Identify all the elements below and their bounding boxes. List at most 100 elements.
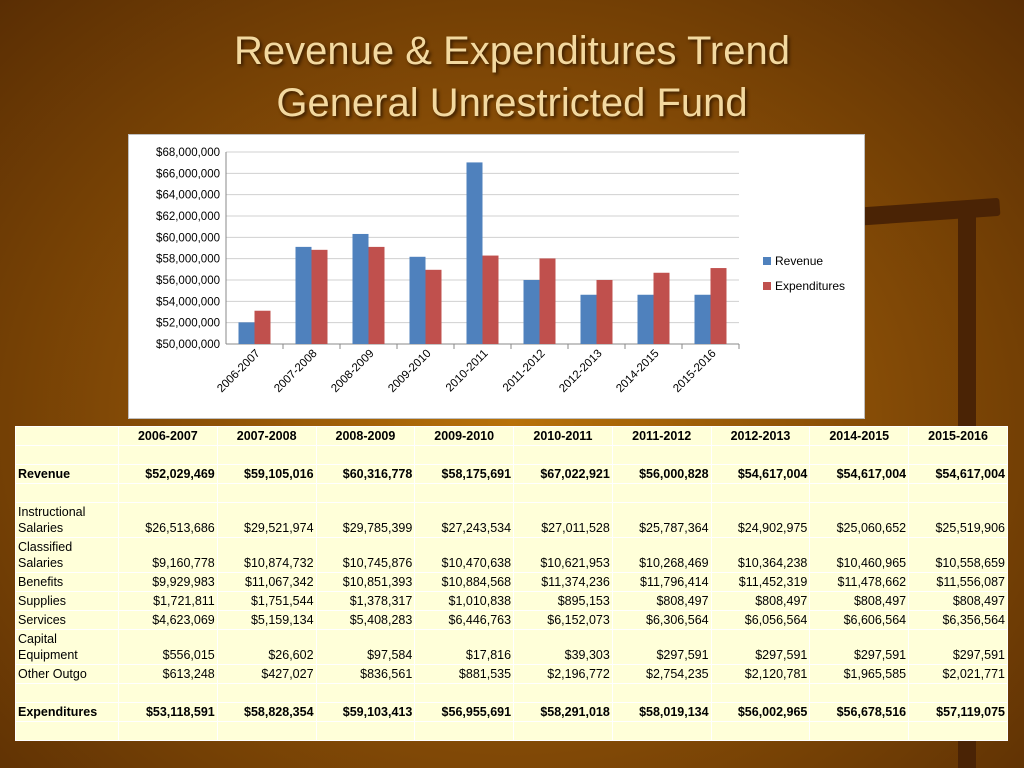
value-cell: $97,584	[315, 629, 416, 665]
empty-cell	[414, 683, 515, 703]
y-tick-label: $50,000,000	[156, 339, 220, 351]
value-cell: $10,884,568	[414, 572, 515, 592]
bar-expenditures-2014-2015	[653, 272, 670, 344]
y-tick-label: $62,000,000	[156, 211, 220, 223]
table-row: Capital Equipment $556,015 $26,602 $97,584 $…	[15, 629, 1008, 665]
value-cell: $6,606,564	[809, 610, 910, 630]
value-cell: $10,745,876	[315, 537, 416, 573]
row-label: Capital Equipment	[15, 629, 119, 665]
y-tick-label: $56,000,000	[156, 275, 220, 287]
empty-cell	[216, 683, 317, 703]
value-cell: $11,452,319	[710, 572, 811, 592]
x-tick-label: 2008-2009	[329, 348, 376, 395]
value-cell: $297,591	[908, 629, 1008, 665]
value-cell: $10,364,238	[710, 537, 811, 573]
scale-beam-decoration	[849, 197, 1001, 227]
column-header: 2009-2010	[414, 426, 515, 446]
x-tick-label: 2009-2010	[386, 348, 433, 395]
value-cell: $58,291,018	[513, 702, 613, 722]
value-cell: $54,617,004	[809, 464, 910, 484]
value-cell: $895,153	[513, 591, 613, 611]
column-header: 2008-2009	[315, 426, 416, 446]
y-tick-label: $64,000,000	[156, 190, 220, 202]
empty-cell	[513, 445, 613, 465]
empty-cell	[611, 445, 712, 465]
table-row: Services $4,623,069 $5,159,134 $5,408,283 $6…	[15, 610, 1008, 630]
empty-cell	[908, 483, 1008, 503]
x-tick-label: 2012-2013	[557, 348, 604, 395]
empty-cell	[414, 483, 515, 503]
value-cell: $881,535	[414, 664, 515, 684]
empty-cell	[15, 683, 119, 703]
spacer-row	[15, 445, 1008, 465]
value-cell: $556,015	[118, 629, 218, 665]
value-cell: $808,497	[611, 591, 712, 611]
table-row: Instructional Salaries $26,513,686 $29,521…	[15, 502, 1008, 538]
value-cell: $10,874,732	[216, 537, 317, 573]
row-label: Supplies	[15, 591, 119, 611]
expenditures-row: Expenditures $53,118,591 $58,828,354 $59,10…	[15, 702, 1008, 722]
x-tick-label: 2015-2016	[671, 348, 718, 395]
value-cell: $59,105,016	[216, 464, 317, 484]
y-tick-label: $58,000,000	[156, 254, 220, 266]
column-header: 2012-2013	[710, 426, 811, 446]
bar-expenditures-2009-2010	[425, 269, 442, 344]
column-header: 2010-2011	[513, 426, 613, 446]
empty-cell	[118, 445, 218, 465]
y-tick-label: $68,000,000	[156, 147, 220, 159]
value-cell: $5,408,283	[315, 610, 416, 630]
empty-cell	[908, 721, 1008, 741]
column-header: 2015-2016	[908, 426, 1008, 446]
value-cell: $58,828,354	[216, 702, 317, 722]
value-cell: $5,159,134	[216, 610, 317, 630]
value-cell: $2,120,781	[710, 664, 811, 684]
value-cell: $59,103,413	[315, 702, 416, 722]
value-cell: $67,022,921	[513, 464, 613, 484]
bar-revenue-2008-2009	[352, 233, 369, 344]
value-cell: $56,000,828	[611, 464, 712, 484]
value-cell: $56,678,516	[809, 702, 910, 722]
bar-revenue-2012-2013	[580, 294, 597, 344]
value-cell: $6,306,564	[611, 610, 712, 630]
empty-cell	[513, 483, 613, 503]
y-tick-label: $54,000,000	[156, 296, 220, 308]
empty-cell	[315, 483, 416, 503]
slide-title: Revenue & Expenditures Trend	[234, 29, 790, 73]
empty-cell	[809, 721, 910, 741]
value-cell: $6,152,073	[513, 610, 613, 630]
y-tick-label: $60,000,000	[156, 232, 220, 244]
empty-cell	[809, 683, 910, 703]
value-cell: $836,561	[315, 664, 416, 684]
value-cell: $297,591	[710, 629, 811, 665]
table-row: Benefits $9,929,983 $11,067,342 $10,851,393…	[15, 572, 1008, 592]
empty-cell	[118, 721, 218, 741]
value-cell: $6,056,564	[710, 610, 811, 630]
x-tick-label: 2014-2015	[614, 348, 661, 395]
value-cell: $27,243,534	[414, 502, 515, 538]
value-cell: $1,010,838	[414, 591, 515, 611]
row-label: Expenditures	[15, 702, 119, 722]
value-cell: $25,060,652	[809, 502, 910, 538]
value-cell: $25,519,906	[908, 502, 1008, 538]
spacer-row	[15, 683, 1008, 703]
spacer-row	[15, 483, 1008, 503]
value-cell: $56,002,965	[710, 702, 811, 722]
table-row: Classified Salaries $9,160,778 $10,874,732…	[15, 537, 1008, 573]
bar-chart: $50,000,000 $52,000,000 $54,000,000 $56,000…	[156, 147, 845, 395]
x-tick-label: 2007-2008	[272, 348, 319, 395]
empty-cell	[15, 721, 119, 741]
value-cell: $10,470,638	[414, 537, 515, 573]
bar-revenue-2009-2010	[409, 256, 426, 344]
value-cell: $1,378,317	[315, 591, 416, 611]
empty-cell	[611, 721, 712, 741]
value-cell: $808,497	[710, 591, 811, 611]
y-tick-label: $52,000,000	[156, 318, 220, 330]
table-row: Other Outgo $613,248 $427,027 $836,561 $881,…	[15, 664, 1008, 684]
value-cell: $60,316,778	[315, 464, 416, 484]
value-cell: $10,851,393	[315, 572, 416, 592]
value-cell: $297,591	[809, 629, 910, 665]
value-cell: $25,787,364	[611, 502, 712, 538]
value-cell: $297,591	[611, 629, 712, 665]
bar-expenditures-2015-2016	[710, 268, 727, 344]
bar-revenue-2015-2016	[694, 294, 711, 344]
